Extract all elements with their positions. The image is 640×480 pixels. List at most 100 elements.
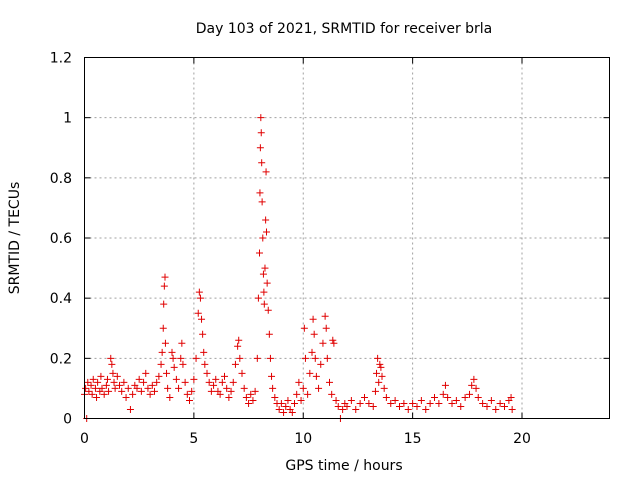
data-point [251,387,259,395]
x-tick-label: 5 [189,431,198,447]
data-point [175,384,183,392]
data-point [221,372,228,380]
data-point [98,384,106,392]
y-tick-label: 0.6 [50,231,72,247]
x-tick-label: 20 [513,431,531,447]
data-point [356,399,364,407]
data-point [262,168,270,176]
data-point [107,354,115,362]
data-point [444,393,452,401]
data-point [118,387,126,395]
data-point [352,405,360,413]
data-point [322,324,330,332]
data-point [387,399,395,407]
data-point [457,402,465,410]
data-point [218,378,226,386]
data-point [155,372,163,380]
data-point [159,324,167,332]
data-point [375,378,383,386]
data-point [172,375,180,383]
data-point [329,336,337,344]
y-tick-label: 0.2 [50,351,72,367]
data-point [257,114,265,122]
data-point [236,354,244,362]
data-point [94,378,102,386]
data-point [146,390,154,398]
data-point [417,396,425,404]
data-point [242,393,250,401]
data-point [472,384,480,392]
data-point [166,393,174,401]
data-point [260,288,268,296]
axis-ticks: 0 5 10 15 20 0 0.2 0.4 0.6 0.8 1 1.2 [50,51,610,447]
data-point [466,390,473,398]
data-point [257,129,265,137]
data-point [382,393,390,401]
data-point [212,375,220,383]
data-point [373,369,381,377]
data-point [194,309,202,317]
data-point [507,393,515,401]
data-point [103,375,111,383]
data-point [91,384,99,392]
data-point [280,408,288,416]
data-point [93,393,101,401]
data-point [452,396,460,404]
data-point [135,375,143,383]
data-point [310,330,318,338]
data-point [269,384,277,392]
data-point [183,390,191,398]
data-point [256,249,263,257]
x-tick-label: 0 [80,431,89,447]
data-point [160,282,168,290]
data-point [142,369,150,377]
data-point [317,360,325,368]
data-point [169,354,177,362]
data-point [158,348,166,356]
data-point [321,312,329,320]
data-point [291,399,298,407]
data-point [223,384,231,392]
data-point [334,402,342,410]
data-points [81,114,516,422]
data-point [199,330,207,338]
data-point [164,384,172,392]
data-point [431,393,438,401]
y-axis-label: SRMTID / TECUs [7,182,23,295]
data-point [263,279,271,287]
data-point [108,360,116,368]
x-tick-label: 10 [294,431,312,447]
data-point [181,378,189,386]
data-point [256,189,264,197]
data-point [361,393,368,401]
data-point [323,354,331,362]
data-point [378,372,386,380]
y-tick-label: 0 [63,412,72,428]
y-tick-label: 0.8 [50,171,72,187]
data-point [343,402,351,410]
data-point [170,363,178,371]
data-point [282,402,290,410]
data-point [240,384,248,392]
data-point [85,387,93,395]
data-point [249,396,257,404]
data-point [260,300,268,308]
data-point [315,384,323,392]
data-point [105,387,113,395]
data-point [186,396,193,404]
data-point [116,381,123,389]
data-point [120,378,128,386]
data-point [284,396,292,404]
data-point [306,369,314,377]
data-point [253,354,261,362]
data-point [177,354,185,362]
data-point [235,336,243,344]
data-point [501,402,508,410]
data-point [203,369,211,377]
data-point [160,300,168,308]
data-point [297,396,305,404]
data-point [268,372,276,380]
data-point [339,405,347,413]
data-point [262,216,270,224]
